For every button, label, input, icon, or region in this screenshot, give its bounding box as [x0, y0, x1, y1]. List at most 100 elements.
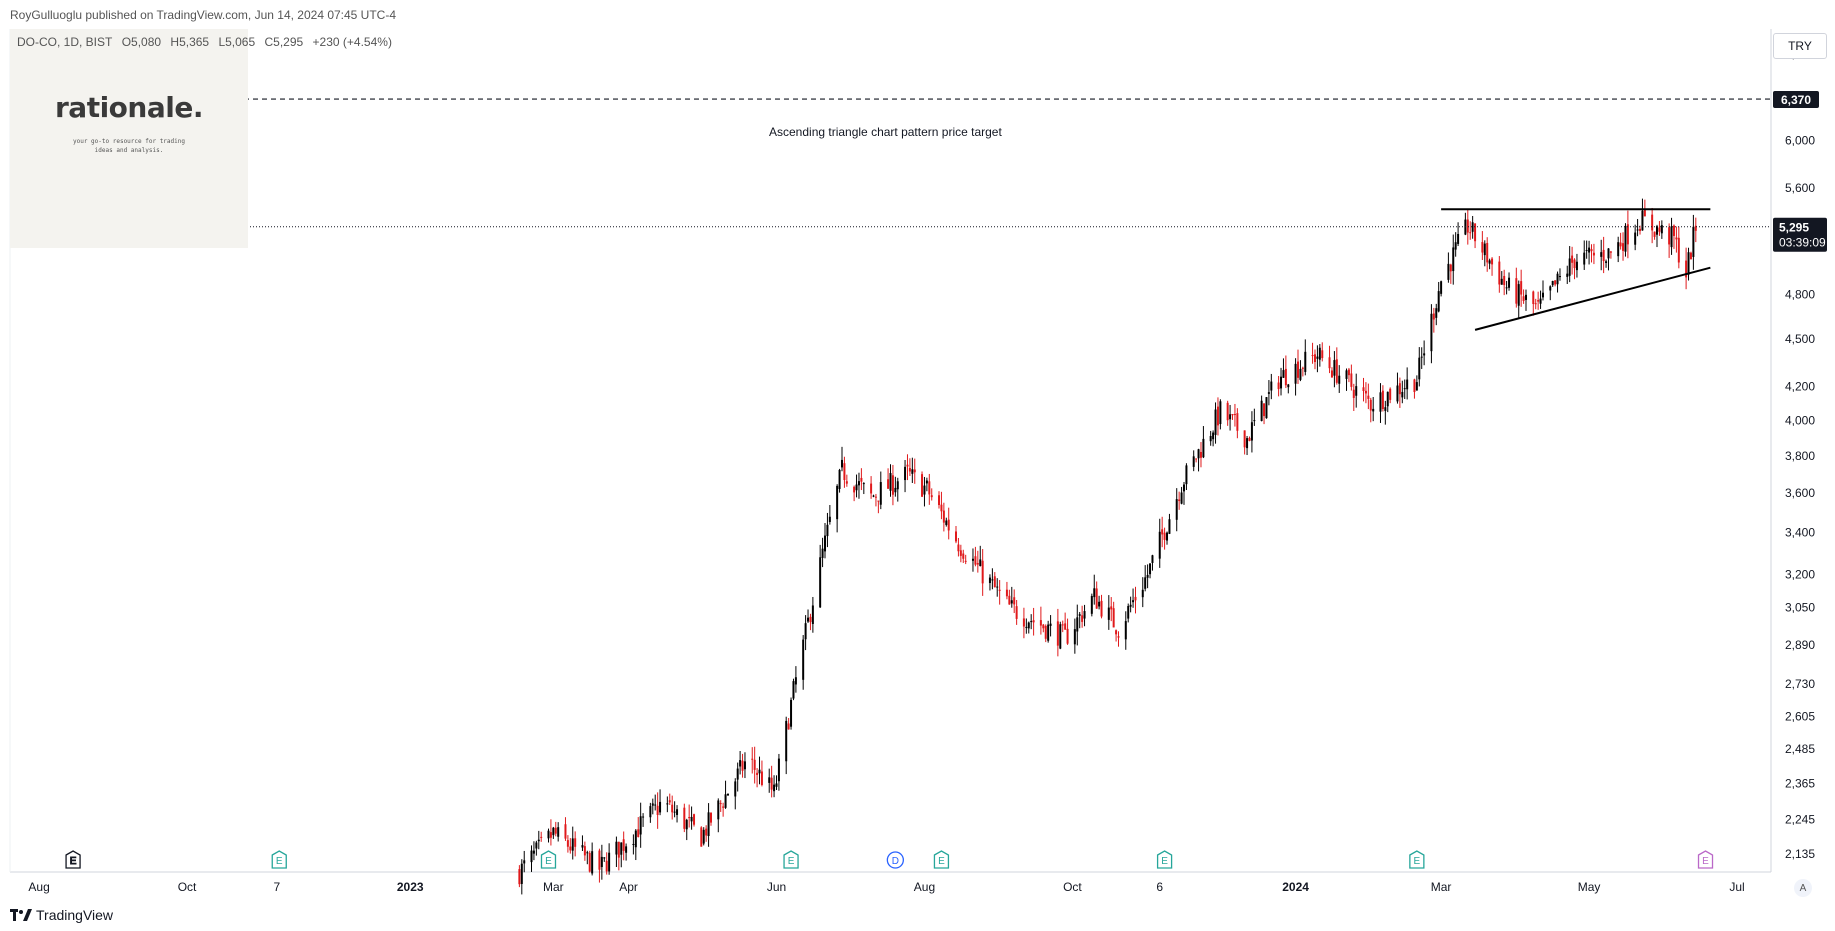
candle-body: [1641, 210, 1644, 231]
candle-body: [1110, 606, 1113, 610]
candle-body: [1197, 449, 1200, 459]
candle-body: [1013, 597, 1016, 605]
earnings-marker[interactable]: E: [540, 850, 557, 869]
earnings-marker[interactable]: E: [933, 850, 950, 869]
candle-body: [717, 800, 720, 820]
symbol-name[interactable]: DO-CO, 1D, BIST: [17, 35, 113, 49]
candle-body: [1602, 249, 1605, 262]
candle-body: [843, 463, 846, 481]
candle-body: [1503, 275, 1506, 286]
candle-body: [1260, 400, 1263, 421]
dividend-icon: [886, 851, 905, 869]
candle-body: [1483, 243, 1486, 256]
event-label: E: [938, 856, 945, 867]
candle-body: [1692, 226, 1695, 257]
candle-body: [600, 856, 603, 868]
candle-body: [1112, 608, 1115, 628]
candle-body: [1505, 287, 1508, 289]
candle-body: [659, 801, 662, 813]
event-label: E: [276, 856, 283, 867]
candle-body: [1301, 367, 1304, 369]
candle-body: [683, 807, 686, 829]
publish-info: RoyGulluoglu published on TradingView.co…: [10, 8, 397, 22]
candles: [518, 198, 1697, 895]
candle-body: [586, 852, 589, 854]
logo-name: rationale.: [55, 91, 203, 124]
earnings-marker[interactable]: E: [1156, 850, 1173, 869]
candle-body: [993, 576, 996, 588]
candle-body: [530, 850, 533, 863]
candle-body: [1486, 242, 1489, 263]
symbol-legend[interactable]: DO-CO, 1D, BIST O5,080 H5,365 L5,065 C5,…: [17, 35, 398, 49]
x-tick-label: 7: [273, 880, 280, 894]
candle-body: [1355, 386, 1358, 396]
candle-body: [724, 794, 727, 808]
candle-body: [1083, 611, 1086, 619]
candle-body: [673, 811, 676, 813]
candle-body: [1525, 294, 1528, 300]
candle-body: [857, 481, 860, 486]
candle-body: [971, 558, 974, 561]
candle-body: [1474, 223, 1477, 242]
event-label: E: [1161, 856, 1168, 867]
candle-body: [753, 759, 756, 770]
candle-body: [1277, 382, 1280, 390]
candle-body: [1670, 226, 1673, 248]
candle-body: [1617, 242, 1620, 257]
footer-brand[interactable]: TradingView: [10, 907, 113, 923]
candle-body: [1694, 225, 1697, 231]
candle-body: [726, 793, 729, 796]
candle-body: [838, 469, 841, 489]
y-tick-label: 6,000: [1785, 133, 1815, 147]
candle-body: [1541, 292, 1544, 298]
candle-body: [1515, 278, 1518, 304]
candle-body: [974, 556, 977, 565]
y-tick-label: 2,135: [1785, 847, 1815, 861]
candle-body: [625, 846, 628, 853]
candle-body: [1270, 381, 1273, 391]
footer-brand-text: TradingView: [36, 907, 114, 923]
candle-body: [925, 480, 928, 484]
candle-body: [1452, 247, 1455, 272]
candle-body: [1398, 383, 1401, 395]
candle-body: [1350, 373, 1353, 387]
candle-body: [1117, 636, 1120, 638]
candle-body: [1078, 614, 1081, 616]
candle-body: [821, 548, 824, 558]
candle-body: [1195, 458, 1198, 460]
earnings-marker[interactable]: E: [271, 850, 287, 869]
candle-body: [1333, 360, 1336, 376]
candle-body: [1042, 624, 1045, 629]
y-tick-label: 4,000: [1785, 413, 1815, 427]
earnings-icon: [1156, 850, 1173, 869]
candle-body: [603, 857, 606, 859]
earnings-marker[interactable]: E: [1697, 850, 1714, 869]
auto-scale-button[interactable]: A: [1794, 879, 1812, 897]
event-label: E: [1414, 856, 1421, 867]
candle-body: [1481, 242, 1484, 253]
candle-body: [855, 484, 858, 491]
candle-body: [1447, 263, 1450, 280]
candle-body: [913, 469, 916, 473]
candle-body: [547, 830, 550, 839]
candle-body: [1030, 621, 1033, 623]
candle-body: [1488, 260, 1491, 264]
candle-body: [1185, 465, 1188, 485]
earnings-marker[interactable]: E: [1409, 850, 1425, 869]
candle-body: [710, 812, 713, 823]
currency-button[interactable]: TRY: [1773, 33, 1827, 59]
candle-body: [1415, 382, 1418, 391]
candle-body: [1151, 555, 1154, 563]
candle-body: [828, 516, 831, 522]
dividend-marker[interactable]: D: [886, 851, 905, 869]
candle-body: [537, 839, 540, 842]
change-value: +230 (+4.54%): [312, 35, 392, 49]
candle-body: [1335, 359, 1338, 383]
earnings-marker[interactable]: E: [65, 850, 81, 869]
candle-body: [1619, 242, 1622, 247]
event-label: D: [892, 856, 899, 867]
candle-body: [1081, 615, 1084, 622]
earnings-marker[interactable]: E: [783, 850, 799, 869]
candle-body: [1059, 624, 1062, 649]
